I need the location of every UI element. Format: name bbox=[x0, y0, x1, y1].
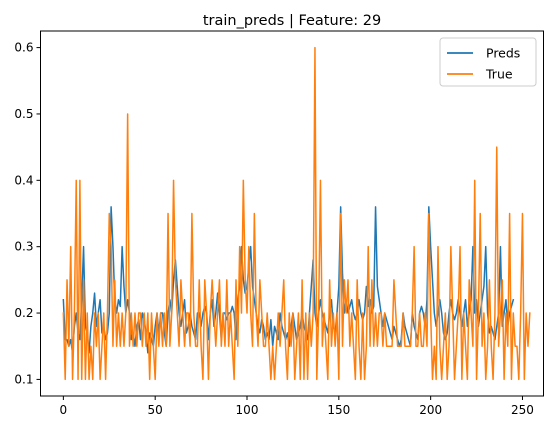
y-axis: 0.1 0.2 0.3 0.4 0.5 0.6 bbox=[14, 41, 41, 386]
y-tick-label: 0.5 bbox=[14, 107, 33, 121]
x-tick-label: 100 bbox=[236, 403, 259, 417]
legend-label-preds: Preds bbox=[486, 46, 520, 61]
series-line-true bbox=[62, 46, 531, 381]
legend: Preds True bbox=[439, 37, 537, 87]
chart-title: train_preds | Feature: 29 bbox=[203, 13, 381, 29]
y-tick-label: 0.3 bbox=[14, 240, 33, 254]
y-tick-label: 0.2 bbox=[14, 306, 33, 320]
legend-items: Preds True bbox=[447, 46, 520, 82]
plot-area: 0 50 100 150 200 250 0.1 0.2 0.3 0.4 0.5 0.6 bbox=[14, 30, 544, 417]
x-tick-label: 200 bbox=[419, 403, 442, 417]
legend-label-true: True bbox=[485, 67, 513, 82]
y-tick-label: 0.6 bbox=[14, 41, 33, 55]
x-tick-label: 0 bbox=[60, 403, 68, 417]
x-tick-label: 150 bbox=[327, 403, 350, 417]
y-tick-label: 0.4 bbox=[14, 173, 33, 187]
x-tick-label: 250 bbox=[511, 403, 534, 417]
y-tick-label: 0.1 bbox=[14, 372, 33, 386]
x-axis: 0 50 100 150 200 250 bbox=[60, 396, 534, 417]
plot-frame bbox=[40, 30, 544, 397]
series-layer bbox=[62, 46, 531, 381]
x-tick-label: 50 bbox=[148, 403, 163, 417]
